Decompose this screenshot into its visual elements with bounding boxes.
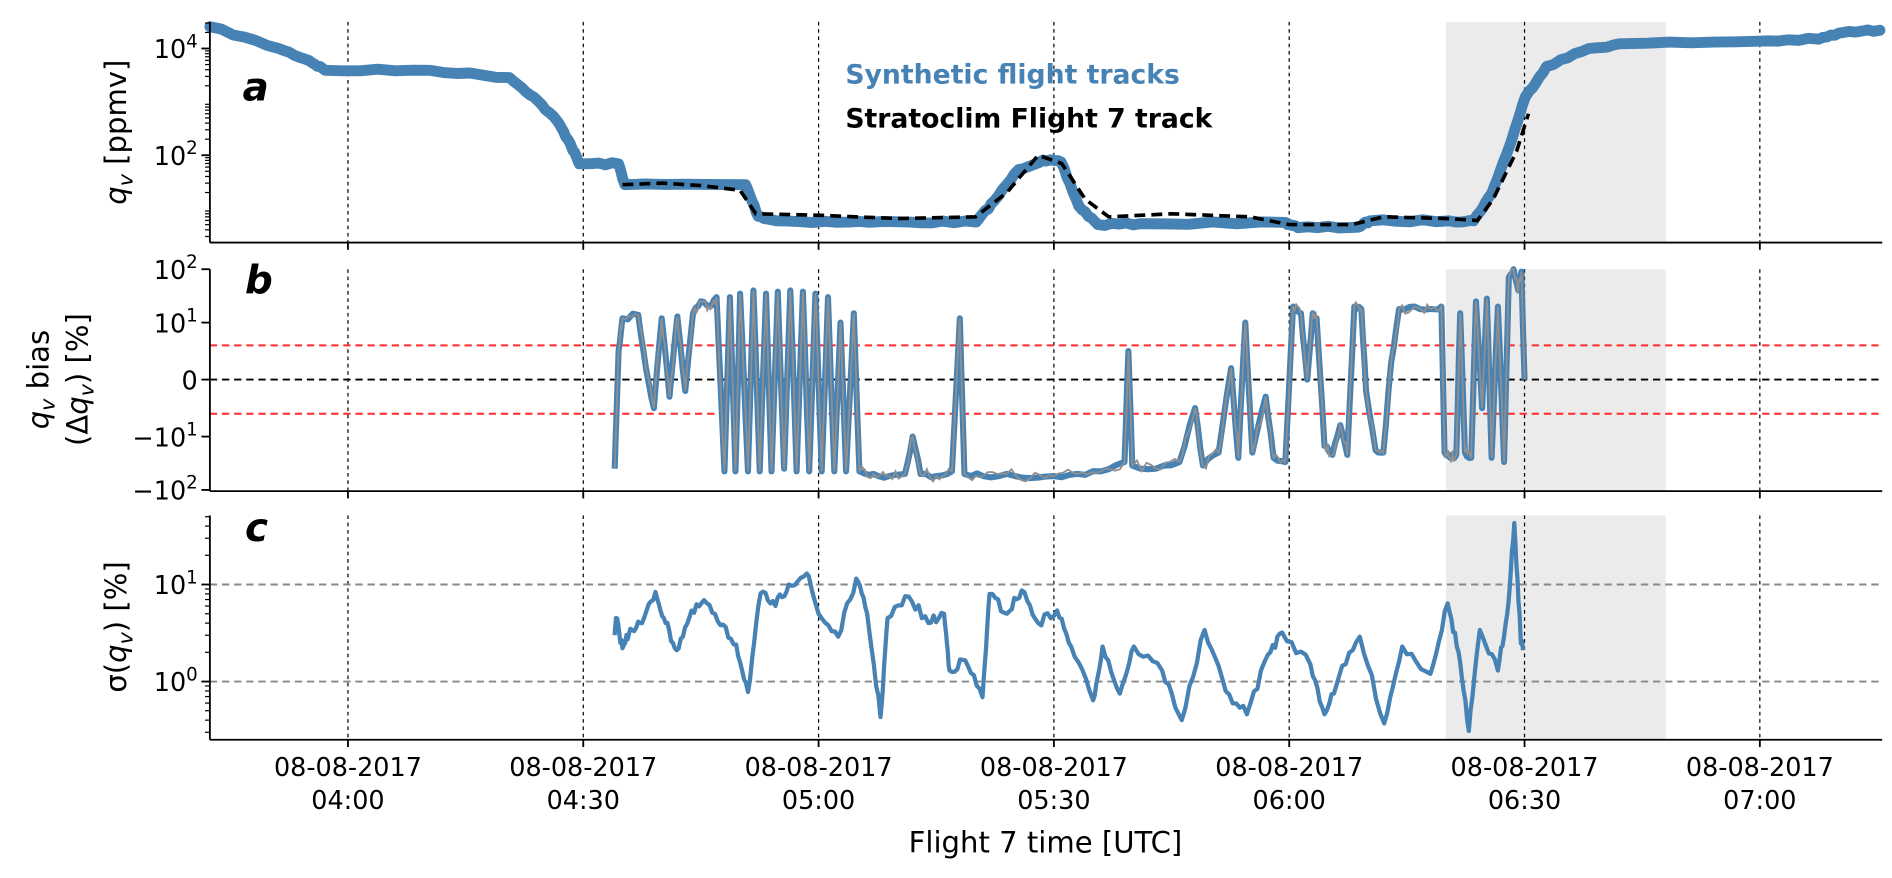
series-stratoclim-flight-7-track — [622, 113, 1531, 227]
legend-observed: Stratoclim Flight 7 track — [845, 103, 1213, 134]
x-axis-label: Flight 7 time [UTC] — [909, 826, 1183, 860]
x-tick-label-date: 08-08-2017 — [1451, 753, 1599, 783]
y-axis-label-b-line2: (Δqv) [%] — [60, 313, 98, 446]
y-tick-label: 100 — [154, 664, 198, 698]
y-tick-label: −101 — [132, 419, 197, 453]
x-tick-label-time: 05:30 — [1017, 786, 1090, 816]
y-axis-label-c: σ(qv) [%] — [99, 561, 137, 692]
panel-letter-c: c — [245, 506, 268, 551]
x-tick-label-time: 06:00 — [1253, 786, 1326, 816]
x-tick-label-time: 07:00 — [1723, 786, 1796, 816]
y-tick-label: 102 — [154, 138, 198, 172]
x-tick-label-time: 05:00 — [782, 786, 855, 816]
axis-labels: 104 102 102 101 0 −101 −102 101 100 qv [ppmv] qv b… — [22, 31, 1834, 816]
x-tick-label-time: 06:30 — [1488, 786, 1561, 816]
y-tick-label: 0 — [182, 366, 198, 396]
series-spread-sigma — [612, 520, 1526, 734]
y-tick-label: 104 — [154, 31, 198, 65]
y-axis-label-a: qv [ppmv] — [99, 60, 137, 205]
x-tick-label-date: 08-08-2017 — [1686, 753, 1834, 783]
x-tick-label-date: 08-08-2017 — [1215, 753, 1363, 783]
axes — [201, 21, 1883, 748]
panel-letter-b: b — [245, 258, 273, 303]
data-series — [204, 21, 1886, 734]
y-tick-label: 101 — [154, 305, 198, 339]
x-tick-label-time: 04:30 — [547, 786, 620, 816]
x-tick-label-date: 08-08-2017 — [745, 753, 893, 783]
x-tick-label-date: 08-08-2017 — [980, 753, 1128, 783]
y-tick-label: 102 — [154, 252, 198, 286]
grid-lines — [209, 21, 1883, 740]
x-tick-label-time: 04:00 — [311, 786, 384, 816]
series-bias-members — [613, 268, 1526, 484]
legend-synthetic: Synthetic flight tracks — [845, 60, 1180, 91]
x-tick-label-date: 08-08-2017 — [274, 753, 422, 783]
y-tick-label: −102 — [132, 473, 197, 507]
shaded-interval-c — [1446, 515, 1666, 740]
y-tick-label: 101 — [154, 567, 198, 601]
y-axis-label-b-line1: qv bias — [22, 330, 60, 429]
series-synthetic-flight-tracks — [204, 21, 1886, 234]
x-tick-label-date: 08-08-2017 — [509, 753, 657, 783]
panel-letter-a: a — [243, 66, 269, 111]
